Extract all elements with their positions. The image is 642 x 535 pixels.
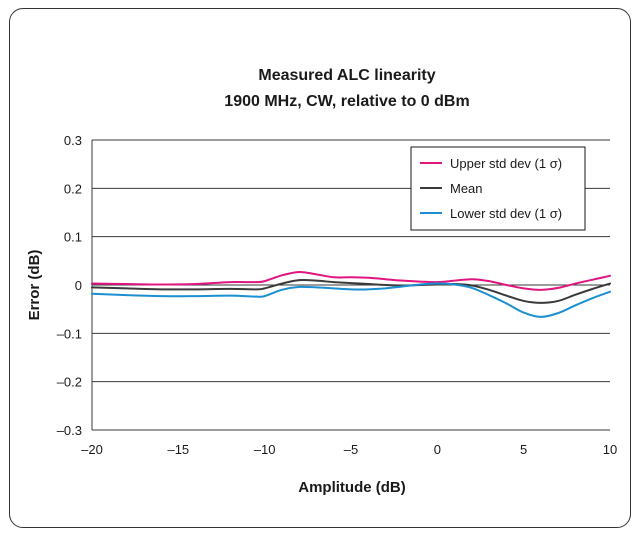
series-lines — [91, 270, 611, 318]
x-tick-label: –10 — [254, 442, 276, 457]
x-tick-label: –5 — [344, 442, 358, 457]
y-tick-label: –0.3 — [57, 423, 82, 438]
chart-frame — [9, 8, 631, 528]
chart-title-line1: Measured ALC linearity — [258, 67, 435, 84]
legend-label-mean: Mean — [450, 181, 483, 196]
y-axis-label: Error (dB) — [26, 250, 43, 321]
x-tick-label: –20 — [81, 442, 103, 457]
x-tick-labels: –20 –15 –10 –5 0 5 10 — [81, 442, 617, 457]
legend-label-upper: Upper std dev (1 σ) — [450, 156, 562, 171]
series-line-lower-std-dev — [91, 282, 611, 318]
x-axis-label: Amplitude (dB) — [298, 479, 405, 496]
chart-title-line2: 1900 MHz, CW, relative to 0 dBm — [224, 93, 469, 110]
y-tick-labels: 0.3 0.2 0.1 0 –0.1 –0.2 –0.3 — [57, 133, 82, 438]
y-tick-label: 0.1 — [64, 230, 82, 245]
x-tick-label: 10 — [603, 442, 617, 457]
y-tick-label: 0.2 — [64, 181, 82, 196]
legend-label-lower: Lower std dev (1 σ) — [450, 206, 562, 221]
x-tick-label: 5 — [520, 442, 527, 457]
series-line-upper-std-dev — [91, 270, 611, 291]
x-tick-label: –15 — [167, 442, 189, 457]
legend: Upper std dev (1 σ) Mean Lower std dev (… — [410, 146, 586, 231]
y-tick-label: 0 — [75, 278, 82, 293]
y-tick-label: –0.2 — [57, 375, 82, 390]
y-tick-label: –0.1 — [57, 326, 82, 341]
series-line-mean — [91, 278, 611, 304]
x-tick-label: 0 — [434, 442, 441, 457]
y-tick-label: 0.3 — [64, 133, 82, 148]
